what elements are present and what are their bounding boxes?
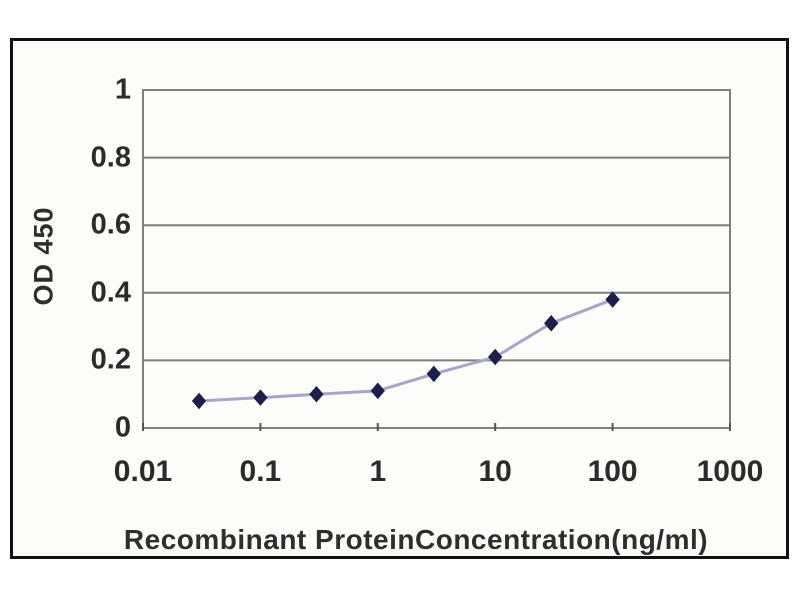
y-tick-label: 0 bbox=[114, 411, 131, 444]
x-tick-label: 10 bbox=[478, 455, 512, 488]
y-tick-label: 0.4 bbox=[90, 276, 131, 309]
x-tick-label: 1 bbox=[369, 455, 387, 488]
data-point-marker bbox=[426, 365, 441, 383]
data-point-marker bbox=[370, 382, 385, 400]
y-tick-label: 0.8 bbox=[90, 141, 131, 174]
x-tick-label: 1000 bbox=[696, 455, 764, 488]
data-point-marker bbox=[544, 314, 559, 332]
x-axis-title: Recombinant ProteinConcentration(ng/ml) bbox=[123, 524, 709, 555]
x-tick-label: 0.1 bbox=[239, 455, 282, 488]
data-point-marker bbox=[309, 385, 324, 403]
y-axis-title: OD 450 bbox=[28, 206, 59, 306]
x-tick-label: 0.01 bbox=[113, 455, 173, 488]
plot-box bbox=[142, 89, 731, 429]
data-point-marker bbox=[191, 392, 207, 410]
y-tick-label: 0.2 bbox=[90, 343, 131, 376]
chart-frame bbox=[10, 38, 789, 559]
x-tick-label: 100 bbox=[587, 455, 638, 488]
y-tick-label: 0.6 bbox=[90, 208, 131, 241]
y-tick-label: 1 bbox=[114, 73, 131, 106]
data-point-marker bbox=[605, 291, 620, 308]
data-line bbox=[197, 298, 615, 403]
data-point-marker bbox=[488, 348, 503, 366]
data-point-marker bbox=[253, 389, 268, 406]
